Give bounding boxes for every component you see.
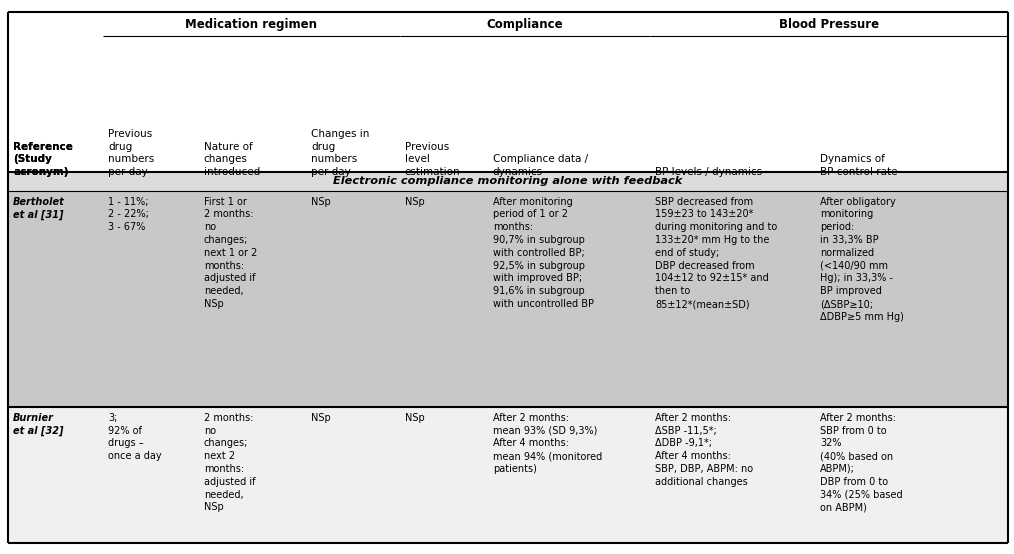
Bar: [8, 12, 1008, 172]
Text: Reference
(Study
acronym): Reference (Study acronym): [13, 142, 73, 177]
Text: Reference
(Study
acronym): Reference (Study acronym): [13, 142, 73, 177]
Text: After 2 months:
mean 93% (SD 9,3%)
After 4 months:
mean 94% (monitored
patients): After 2 months: mean 93% (SD 9,3%) After…: [493, 413, 602, 474]
Bar: [8, 172, 1008, 191]
Bar: [8, 191, 1008, 407]
Text: BP levels / dynamics: BP levels / dynamics: [655, 167, 763, 177]
Text: 3;
92% of
drugs –
once a day: 3; 92% of drugs – once a day: [108, 413, 162, 461]
Text: After 2 months:
SBP from 0 to
32%
(40% based on
ABPM);
DBP from 0 to
34% (25% ba: After 2 months: SBP from 0 to 32% (40% b…: [820, 413, 902, 512]
Text: Previous
drug
numbers
per day: Previous drug numbers per day: [108, 129, 155, 177]
Text: After monitoring
period of 1 or 2
months:
90,7% in subgroup
with controlled BP;
: After monitoring period of 1 or 2 months…: [493, 197, 594, 309]
Text: Medication regimen: Medication regimen: [186, 18, 317, 30]
Text: Bertholet
et al [31]: Bertholet et al [31]: [13, 197, 65, 220]
Text: Dynamics of
BP control rate: Dynamics of BP control rate: [820, 155, 897, 177]
Text: Burnier
et al [32]: Burnier et al [32]: [13, 413, 64, 436]
Text: SBP decreased from
159±23 to 143±20*
during monitoring and to
133±20* mm Hg to t: SBP decreased from 159±23 to 143±20* dur…: [655, 197, 778, 309]
Text: After 2 months:
ΔSBP -11,5*;
ΔDBP -9,1*;
After 4 months:
SBP, DBP, ABPM: no
addi: After 2 months: ΔSBP -11,5*; ΔDBP -9,1*;…: [655, 413, 753, 487]
Text: Compliance: Compliance: [487, 18, 563, 30]
Text: After obligatory
monitoring
period:
in 33,3% BP
normalized
(<140/90 mm
Hg); in 3: After obligatory monitoring period: in 3…: [820, 197, 904, 322]
Text: 2 months:
no
changes;
next 2
months:
adjusted if
needed,
NSp: 2 months: no changes; next 2 months: adj…: [204, 413, 256, 512]
Text: NSp: NSp: [311, 413, 331, 423]
Text: Previous
level
estimation: Previous level estimation: [405, 142, 460, 177]
Text: Compliance data /
dynamics: Compliance data / dynamics: [493, 155, 588, 177]
Text: First 1 or
2 months:
no
changes;
next 1 or 2
months:
adjusted if
needed,
NSp: First 1 or 2 months: no changes; next 1 …: [204, 197, 258, 309]
Text: NSp: NSp: [311, 197, 331, 207]
Text: NSp: NSp: [405, 413, 424, 423]
Text: 1 - 11%;
2 - 22%;
3 - 67%: 1 - 11%; 2 - 22%; 3 - 67%: [108, 197, 149, 232]
Text: Electronic compliance monitoring alone with feedback: Electronic compliance monitoring alone w…: [334, 176, 682, 187]
Bar: [8, 407, 1008, 543]
Text: Changes in
drug
numbers
per day: Changes in drug numbers per day: [311, 129, 370, 177]
Text: Blood Pressure: Blood Pressure: [779, 18, 879, 30]
Text: NSp: NSp: [405, 197, 424, 207]
Text: Nature of
changes
introduced: Nature of changes introduced: [204, 142, 260, 177]
